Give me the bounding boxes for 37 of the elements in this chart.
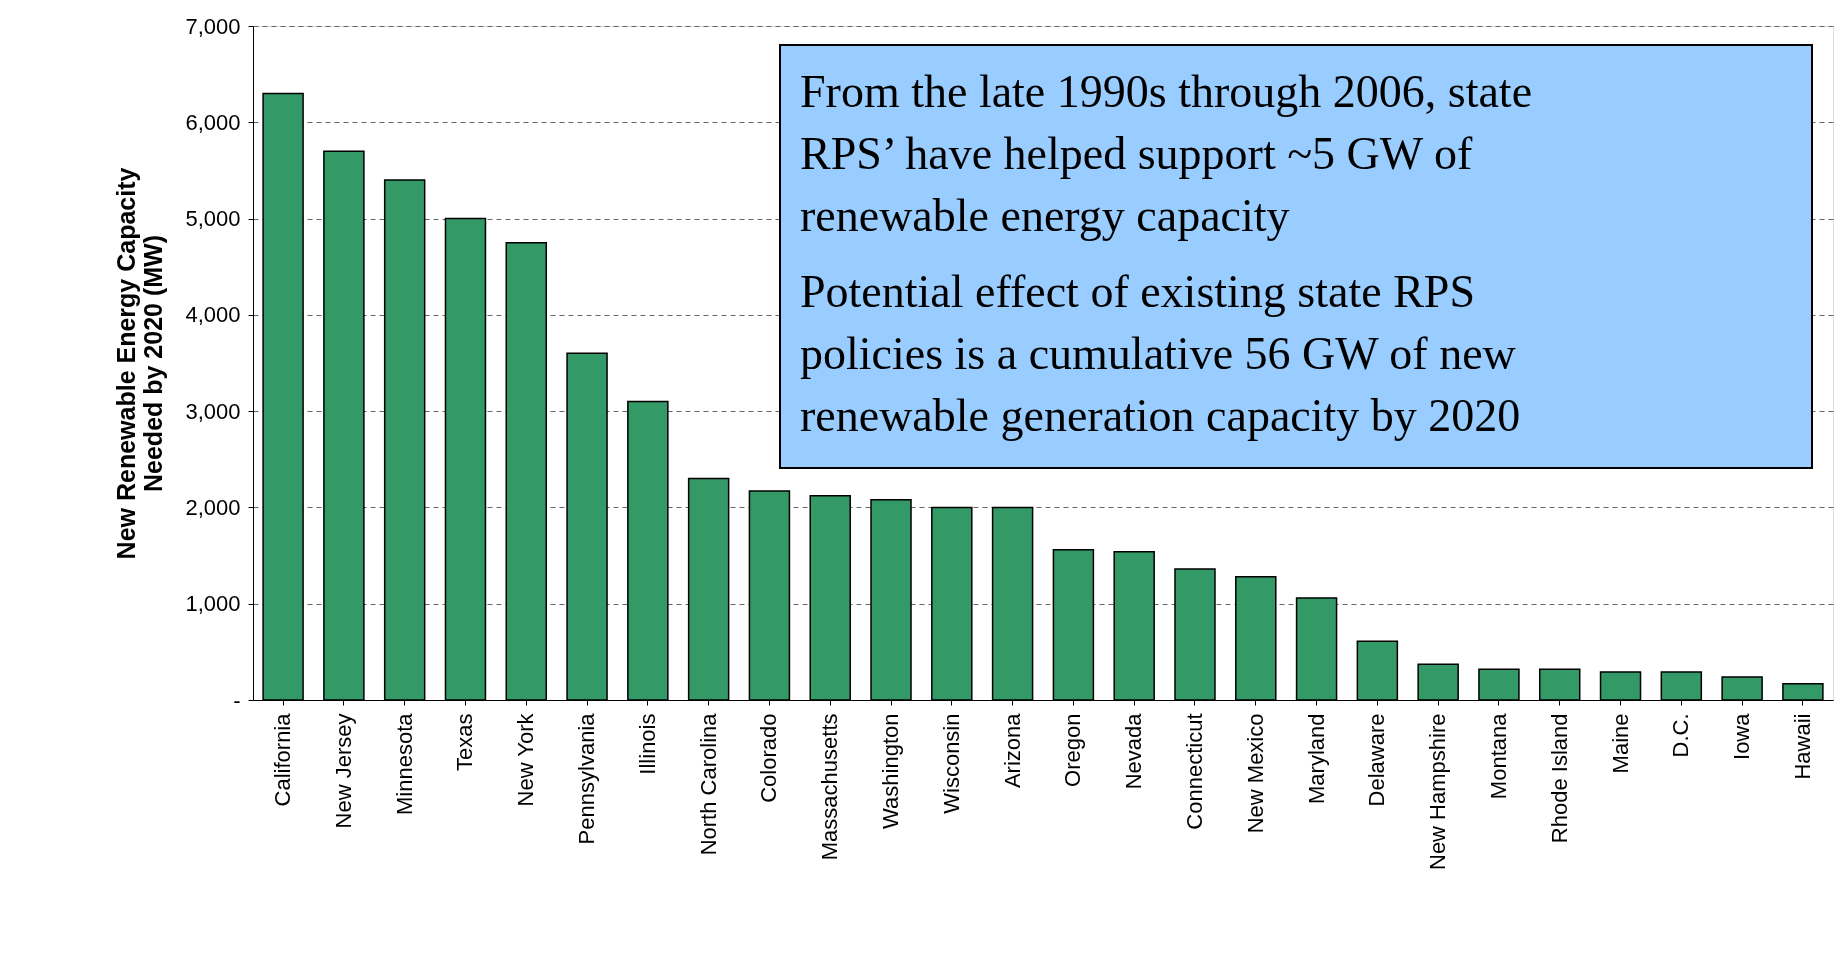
annotation: Potential effect of existing state RPS policies is a cumulative 56 GW of new renewable generation capacity by 2020 bbox=[800, 266, 1521, 441]
y-tick-label: - bbox=[233, 687, 241, 713]
x-tick-label: Hawaii bbox=[1789, 713, 1815, 780]
y-tick-label: 4,000 bbox=[185, 302, 241, 328]
x-tick-label: Texas bbox=[452, 713, 478, 771]
x-tick-label: Wisconsin bbox=[938, 713, 964, 814]
x-tick-label: Delaware bbox=[1364, 713, 1390, 807]
x-tick-label: Minnesota bbox=[391, 712, 417, 816]
x-tick-label: New Hampshire bbox=[1425, 713, 1451, 870]
x-tick-label: D.C. bbox=[1668, 713, 1694, 758]
x-tick-label: Pennsylvania bbox=[574, 712, 600, 845]
x-tick-label: Nevada bbox=[1121, 712, 1147, 790]
x-tick-label: Connecticut bbox=[1181, 713, 1207, 830]
x-tick-label: California bbox=[270, 712, 296, 807]
x-tick-label: New Mexico bbox=[1242, 713, 1268, 834]
x-tick-label: Maryland bbox=[1303, 713, 1329, 804]
annotation: From the late 1990s through 2006, state RPS’ have helped support ~5 GW of renewable energy capacity bbox=[800, 66, 1533, 241]
y-tick-label: 6,000 bbox=[185, 109, 241, 135]
x-tick-label: Massachusetts bbox=[817, 713, 843, 861]
x-tick-label: Iowa bbox=[1729, 712, 1755, 760]
x-tick-label: Rhode Island bbox=[1546, 713, 1572, 844]
x-tick-label: Arizona bbox=[999, 712, 1025, 789]
x-tick-label: Illinois bbox=[634, 713, 660, 775]
x-tick-label: Colorado bbox=[756, 713, 782, 803]
x-tick-label: Oregon bbox=[1060, 713, 1086, 787]
y-tick-label: 5,000 bbox=[185, 206, 241, 232]
y-tick-label: 7,000 bbox=[185, 13, 241, 39]
x-tick-label: Washington bbox=[878, 713, 904, 829]
x-tick-label: North Carolina bbox=[695, 712, 721, 856]
x-tick-label: Montana bbox=[1485, 712, 1511, 800]
y-tick-label: 3,000 bbox=[185, 398, 241, 424]
y-axis-title: New Renewable Energy Capacity Needed by 2020 (MW) bbox=[112, 167, 168, 560]
x-tick-label: New York bbox=[513, 712, 539, 807]
x-tick-label: New Jersey bbox=[330, 713, 356, 829]
y-tick-label: 1,000 bbox=[185, 591, 241, 617]
y-tick-label: 2,000 bbox=[185, 494, 241, 520]
x-tick-label: Maine bbox=[1607, 713, 1633, 774]
